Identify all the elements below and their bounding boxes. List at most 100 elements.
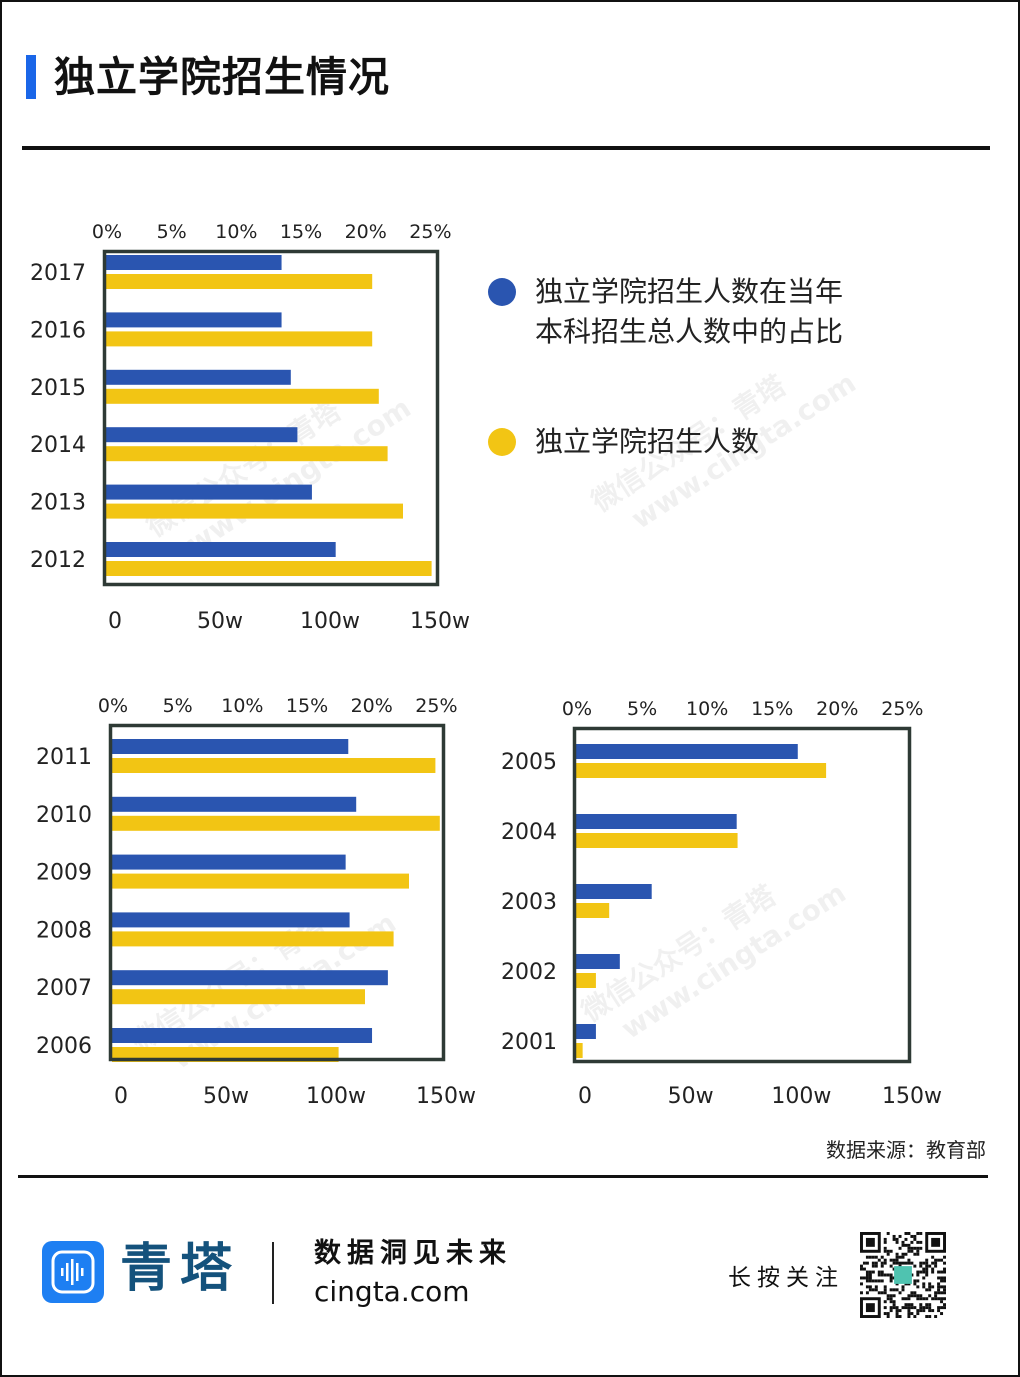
year-label-2010: 2010 <box>36 803 92 828</box>
bar-count-2011 <box>112 758 436 773</box>
bar-count-2015 <box>106 388 379 404</box>
bottom-tick-label: 50w <box>668 1084 714 1109</box>
top-tick-label: 0% <box>562 698 592 720</box>
top-tick-label: 15% <box>751 698 793 720</box>
bottom-tick-label: 100w <box>306 1084 366 1109</box>
qr-code-icon[interactable] <box>860 1232 946 1318</box>
bottom-tick-label: 0 <box>108 609 122 634</box>
legend-label: 独立学院招生人数 <box>535 422 759 462</box>
bar-share-2017 <box>106 255 282 270</box>
top-tick-label: 5% <box>627 698 657 720</box>
year-label-2017: 2017 <box>30 261 86 286</box>
brand-name: 青塔 <box>120 1238 241 1299</box>
top-tick-label: 5% <box>157 221 187 243</box>
top-tick-label: 25% <box>881 698 923 720</box>
year-label-2002: 2002 <box>501 960 557 985</box>
bar-share-2001 <box>576 1024 596 1039</box>
brand-site-link[interactable]: cingta.com <box>314 1275 470 1308</box>
bottom-tick-label: 50w <box>203 1084 249 1109</box>
year-label-2007: 2007 <box>36 976 92 1001</box>
bar-share-2006 <box>112 1028 373 1043</box>
legend-label-line: 独立学院招生人数 <box>535 425 760 458</box>
legend-label-line: 本科招生总人数中的占比 <box>535 315 844 348</box>
legend-item-count: 独立学院招生人数 <box>488 422 759 462</box>
top-tick-label: 20% <box>345 221 387 243</box>
year-label-2009: 2009 <box>36 861 92 886</box>
bar-count-2007 <box>112 989 365 1005</box>
bar-share-2012 <box>106 542 336 557</box>
bar-share-2011 <box>112 739 349 754</box>
bottom-tick-label: 100w <box>771 1084 831 1109</box>
legend-swatch-yellow <box>488 428 516 456</box>
page-title: 独立学院招生情况 <box>54 53 390 101</box>
bar-share-2014 <box>106 427 298 443</box>
year-label-2004: 2004 <box>501 820 557 845</box>
year-label-2012: 2012 <box>30 548 86 573</box>
bar-share-2002 <box>576 954 620 969</box>
bottom-tick-label: 0 <box>114 1084 128 1109</box>
bar-share-2004 <box>576 814 737 829</box>
bar-share-2010 <box>112 796 357 812</box>
top-tick-label: 5% <box>163 695 193 717</box>
bar-count-2004 <box>576 833 738 848</box>
year-label-2001: 2001 <box>501 1030 557 1055</box>
bar-count-2005 <box>576 763 827 778</box>
sound-wave-logo-icon <box>42 1241 104 1303</box>
bar-count-2001 <box>576 1043 583 1058</box>
bar-count-2014 <box>106 446 388 462</box>
year-label-2011: 2011 <box>36 745 92 770</box>
top-tick-label: 10% <box>686 698 728 720</box>
legend-swatch-blue <box>488 278 516 306</box>
bar-share-2009 <box>112 854 346 870</box>
brand-slogan: 数据洞见未来 <box>314 1238 512 1269</box>
top-tick-label: 15% <box>280 221 322 243</box>
legend-item-share: 独立学院招生人数在当年 本科招生总人数中的占比 <box>488 272 843 352</box>
top-tick-label: 10% <box>221 695 263 717</box>
bar-count-2003 <box>576 903 610 918</box>
bar-share-2016 <box>106 312 282 328</box>
follow-prompt: 长按关注 <box>728 1265 844 1291</box>
bar-count-2017 <box>106 274 373 289</box>
bar-count-2002 <box>576 973 596 988</box>
legend-label: 独立学院招生人数在当年 本科招生总人数中的占比 <box>535 272 843 352</box>
bar-share-2007 <box>112 970 388 986</box>
footer-divider <box>18 1175 988 1178</box>
top-tick-label: 20% <box>816 698 858 720</box>
brand-separator <box>272 1242 274 1304</box>
top-tick-label: 0% <box>98 695 128 717</box>
bar-share-2003 <box>576 884 652 899</box>
top-tick-label: 10% <box>215 221 257 243</box>
bar-share-2015 <box>106 369 291 385</box>
top-tick-label: 0% <box>92 221 122 243</box>
year-label-2008: 2008 <box>36 918 92 943</box>
bar-count-2013 <box>106 503 403 519</box>
top-tick-label: 20% <box>351 695 393 717</box>
plot-frame <box>102 249 440 587</box>
title-divider <box>22 146 990 150</box>
plot-frame <box>108 723 446 1062</box>
title-accent-bar <box>26 55 36 99</box>
plot-frame <box>572 726 912 1064</box>
bar-share-2005 <box>576 744 798 759</box>
bar-count-2010 <box>112 815 440 831</box>
bottom-tick-label: 0 <box>578 1084 592 1109</box>
bottom-tick-label: 150w <box>416 1084 476 1109</box>
bar-count-2016 <box>106 331 373 347</box>
legend-label-line: 独立学院招生人数在当年 <box>535 275 844 308</box>
bottom-tick-label: 150w <box>410 609 470 634</box>
data-source: 数据来源：教育部 <box>826 1138 986 1162</box>
top-tick-label: 15% <box>286 695 328 717</box>
top-tick-label: 25% <box>409 221 451 243</box>
bottom-tick-label: 150w <box>882 1084 942 1109</box>
bottom-tick-label: 50w <box>197 609 243 634</box>
year-label-2003: 2003 <box>501 890 557 915</box>
bar-share-2013 <box>106 484 312 500</box>
bar-count-2012 <box>106 561 432 576</box>
year-label-2015: 2015 <box>30 376 86 401</box>
year-label-2013: 2013 <box>30 491 86 516</box>
top-tick-label: 25% <box>415 695 457 717</box>
bar-count-2008 <box>112 931 394 947</box>
year-label-2014: 2014 <box>30 433 86 458</box>
